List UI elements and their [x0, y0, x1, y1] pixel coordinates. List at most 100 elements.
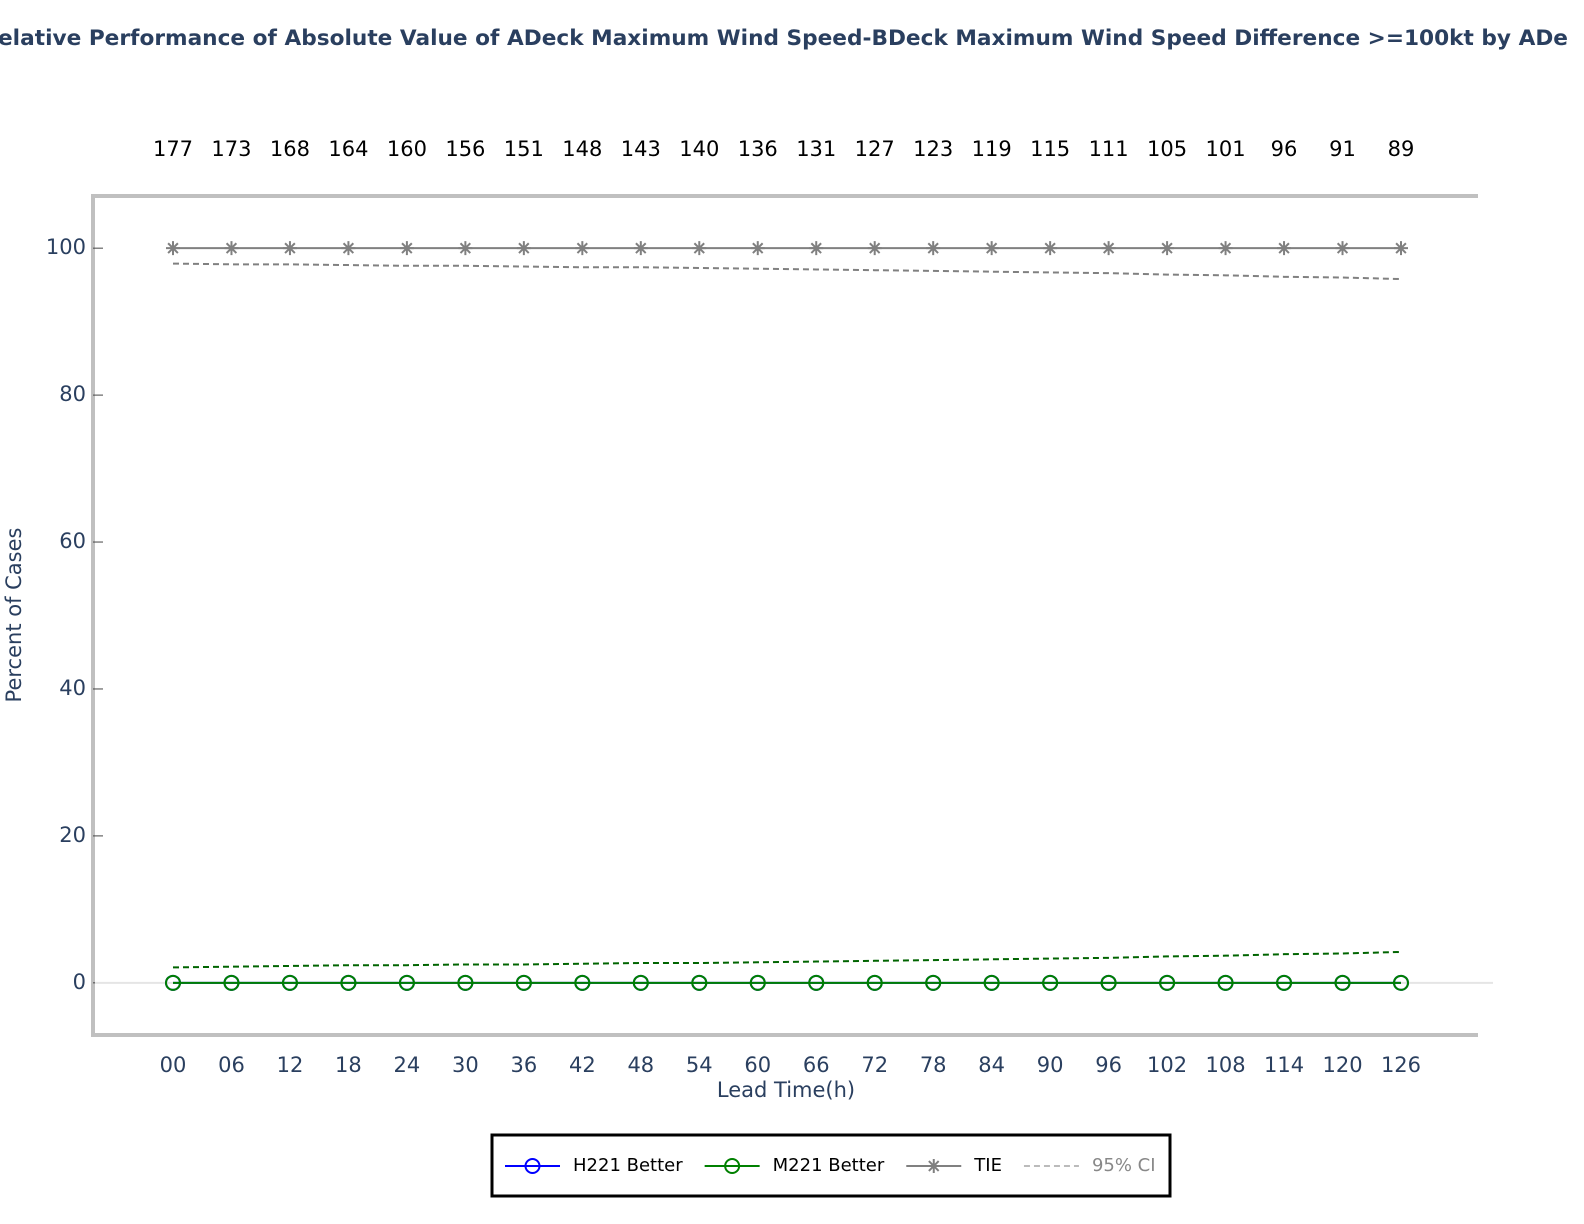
legend-label: H221 Better [573, 1155, 683, 1176]
point-marker [808, 974, 825, 991]
count-label: 111 [1089, 137, 1129, 161]
point-marker [1217, 974, 1234, 991]
x-tick-label: 102 [1147, 1053, 1187, 1077]
count-label: 151 [504, 137, 544, 161]
point-marker [1277, 241, 1292, 256]
point-marker [632, 974, 649, 991]
legend-label: 95% CI [1092, 1155, 1156, 1176]
count-label: 173 [211, 137, 251, 161]
point-marker [166, 241, 180, 256]
point-marker [1335, 241, 1350, 256]
count-label: 131 [796, 137, 836, 161]
point-marker [574, 974, 591, 991]
point-marker [925, 974, 942, 991]
point-marker [516, 241, 531, 256]
y-tick-label: 80 [59, 382, 86, 406]
point-marker [1276, 974, 1293, 991]
count-label: 105 [1147, 137, 1187, 161]
x-axis-title: Lead Time(h) [717, 1078, 855, 1102]
count-label: 123 [913, 137, 953, 161]
point-marker [398, 974, 415, 991]
y-tick-label: 60 [59, 529, 86, 553]
x-tick-label: 72 [861, 1053, 888, 1077]
x-tick-label: 12 [277, 1053, 304, 1077]
ci-line [172, 262, 1402, 281]
x-tick-label: 96 [1095, 1053, 1122, 1077]
ci-line [172, 950, 1402, 969]
point-marker [282, 241, 297, 256]
point-marker [223, 974, 240, 991]
count-label: 177 [153, 137, 193, 161]
count-label: 136 [738, 137, 778, 161]
point-marker [749, 974, 766, 991]
count-label: 89 [1388, 137, 1415, 161]
count-label: 127 [855, 137, 895, 161]
legend-marker [724, 1158, 741, 1174]
point-marker [926, 241, 941, 256]
point-marker [809, 241, 824, 256]
count-label: 164 [328, 137, 368, 161]
x-tick-label: 30 [452, 1053, 479, 1077]
y-tick-label: 40 [59, 676, 86, 700]
x-tick-label: 48 [627, 1053, 654, 1077]
x-tick-label: 84 [978, 1053, 1005, 1077]
x-tick-label: 108 [1206, 1053, 1246, 1077]
point-marker [399, 241, 414, 256]
x-tick-label: 24 [394, 1053, 421, 1077]
x-tick-label: 18 [335, 1053, 362, 1077]
point-marker [1334, 974, 1351, 991]
point-marker [1394, 241, 1408, 256]
x-tick-label: 120 [1322, 1053, 1362, 1077]
point-marker [1392, 974, 1409, 991]
count-label: 96 [1271, 137, 1298, 161]
point-marker [866, 974, 883, 991]
point-marker [1042, 974, 1059, 991]
point-marker [515, 974, 532, 991]
point-marker [984, 241, 999, 256]
count-label: 168 [270, 137, 310, 161]
y-tick-label: 100 [46, 235, 86, 259]
point-marker [983, 974, 1000, 991]
count-label: 140 [679, 137, 719, 161]
legend-label: TIE [973, 1155, 1002, 1176]
point-marker [341, 241, 356, 256]
x-tick-label: 00 [160, 1053, 187, 1077]
point-marker [281, 974, 298, 991]
point-marker [1218, 241, 1233, 256]
y-axis-title: Percent of Cases [2, 528, 26, 703]
point-marker [633, 241, 648, 256]
point-marker [692, 241, 707, 256]
point-marker [1101, 241, 1116, 256]
point-marker [457, 974, 474, 991]
x-tick-label: 78 [920, 1053, 947, 1077]
x-tick-label: 126 [1381, 1053, 1421, 1077]
point-marker [165, 974, 181, 991]
chart-title: elative Performance of Absolute Value of… [0, 26, 1568, 50]
point-marker [1100, 974, 1117, 991]
point-marker [691, 974, 708, 991]
legend-marker [926, 1159, 941, 1173]
point-marker [1160, 241, 1175, 256]
y-tick-label: 20 [59, 823, 86, 847]
count-label: 115 [1030, 137, 1070, 161]
legend-label: M221 Better [773, 1155, 885, 1176]
x-tick-label: 60 [744, 1053, 771, 1077]
point-marker [1159, 974, 1176, 991]
count-label: 156 [445, 137, 485, 161]
point-marker [224, 241, 239, 256]
legend-marker [524, 1158, 541, 1174]
count-label: 101 [1206, 137, 1246, 161]
x-tick-label: 36 [510, 1053, 537, 1077]
point-marker [1043, 241, 1058, 256]
count-label: 91 [1329, 137, 1356, 161]
count-label: 148 [562, 137, 602, 161]
count-label: 160 [387, 137, 427, 161]
point-marker [575, 241, 590, 256]
x-tick-label: 54 [686, 1053, 713, 1077]
point-marker [867, 241, 882, 256]
count-label: 143 [621, 137, 661, 161]
point-marker [340, 974, 357, 991]
x-tick-label: 114 [1264, 1053, 1304, 1077]
y-tick-label: 0 [73, 970, 86, 994]
x-tick-label: 90 [1037, 1053, 1064, 1077]
